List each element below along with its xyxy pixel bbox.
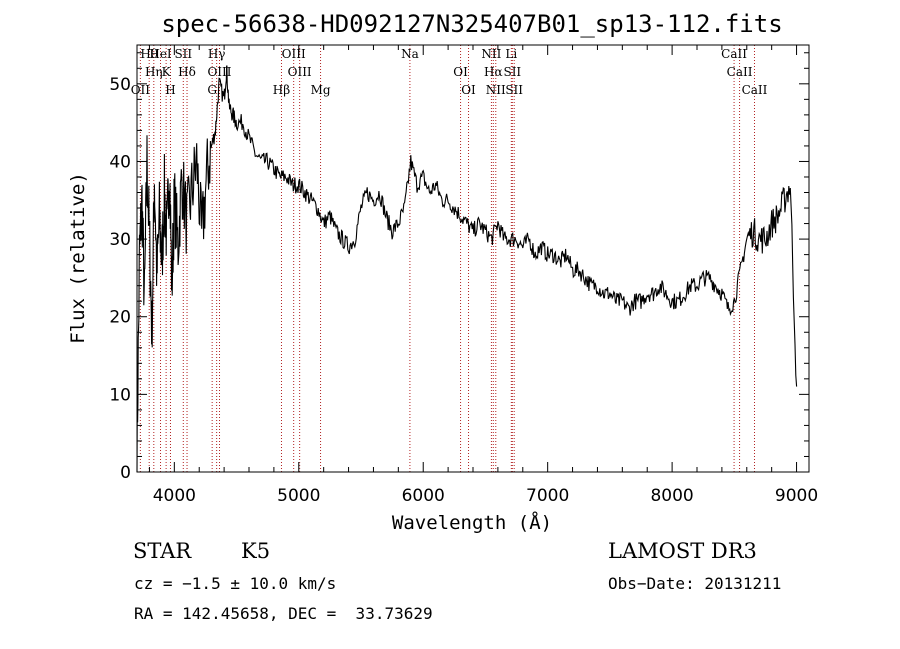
spectral-line-label: Na [401,47,419,61]
y-tick-label: 10 [109,385,131,405]
x-tick-label: 7000 [526,486,569,506]
spectral-line-label: Hθ [140,47,158,61]
spectral-line-label: SII [174,47,192,61]
spectral-line-label: OII [131,83,151,97]
spectral-line-label: SII [503,65,521,79]
spectral-line-label: OI [453,65,468,79]
spectrum-series-line [136,65,798,473]
y-axis-ticks: 0 10 20 30 40 50 [109,52,809,483]
spectral-line-markers [139,45,755,472]
plot-frame [136,44,810,473]
spectral-line-label: G [207,83,217,97]
object-class: STAR [133,539,192,563]
x-tick-label: 5000 [277,486,320,506]
y-axis-label: Flux (relative) [67,172,89,344]
spectral-line-label: H [165,83,175,97]
spectral-line-label: Mg [311,83,331,97]
spectral-line-label: Hη [145,65,163,79]
spectral-line-label: OI [461,83,476,97]
y-tick-label: 50 [109,75,131,95]
spectral-line-label: Hδ [178,65,196,79]
object-subclass: K5 [241,539,271,563]
spectral-line-label: NII [486,83,506,97]
spectral-line-label: CaII [727,65,753,79]
spectral-line-label: Li [505,47,517,61]
y-tick-label: 30 [109,230,131,250]
redshift-cz: cz = −1.5 ± 10.0 km/s [134,574,337,593]
x-axis-label: Wavelength (Å) [392,511,552,534]
spectral-line-label: Hα [484,65,503,79]
spectral-line-label: HeI [149,47,172,61]
spectral-line-label: NII [481,47,501,61]
spectral-line-label: CaII [742,83,768,97]
spectral-line-labels: Hθ Hη OII HeI KH SII Hδ G Hγ OIII Hβ OIII OIII Mg Na OI… [131,47,768,97]
x-tick-label: 8000 [650,486,693,506]
x-axis-ticks: 4000 5000 6000 7000 8000 9000 [148,45,818,506]
survey-name: LAMOST DR3 [608,539,757,563]
spectral-line-label: OIII [288,65,312,79]
spectral-line-label: CaII [721,47,747,61]
chart-title: spec-56638-HD092127N325407B01_sp13-112.f… [161,10,782,38]
x-tick-label: 4000 [153,486,196,506]
ra-dec: RA = 142.45658, DEC = 33.73629 [134,604,433,623]
x-tick-label: 9000 [775,486,818,506]
y-tick-label: 40 [109,152,131,172]
spectral-line-label: K [162,65,172,79]
spectral-line-label: Hγ [208,47,226,61]
obs-date: Obs−Date: 20131211 [608,574,782,593]
spectral-line-label: OIII [207,65,231,79]
spectral-line-label: OIII [282,47,306,61]
y-tick-label: 20 [109,308,131,328]
spectral-line-label: Hβ [273,83,290,97]
x-tick-label: 6000 [402,486,445,506]
y-tick-label: 0 [120,463,131,483]
spectral-line-label: SII [505,83,523,97]
